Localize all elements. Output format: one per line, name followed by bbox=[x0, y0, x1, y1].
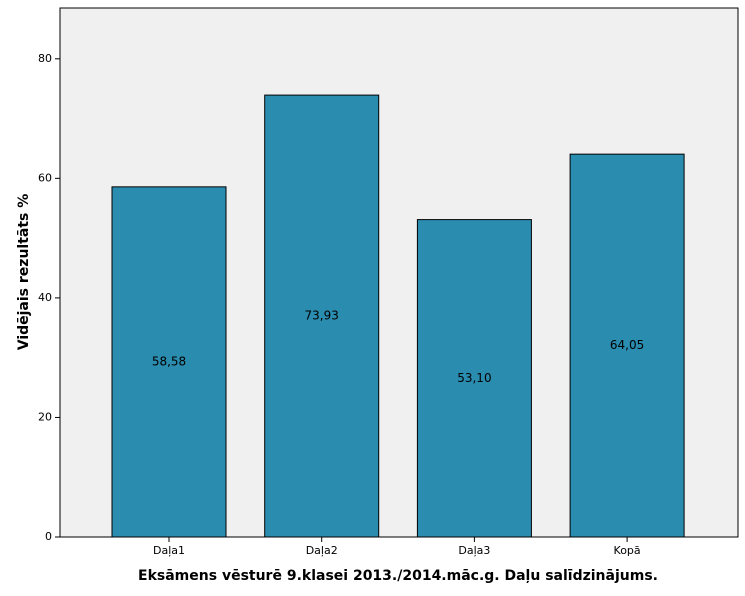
y-tick-label: 80 bbox=[38, 52, 52, 65]
x-tick-label: Daļa1 bbox=[153, 544, 185, 557]
bar bbox=[569, 153, 685, 538]
y-tick-label: 40 bbox=[38, 291, 52, 304]
value-label: 64,05 bbox=[610, 338, 644, 352]
y-tick-label: 60 bbox=[38, 171, 52, 184]
x-tick-label: Kopā bbox=[614, 544, 641, 557]
bar bbox=[416, 219, 532, 538]
y-tick-label: 20 bbox=[38, 410, 52, 423]
bar bbox=[264, 94, 380, 538]
x-tick-label: Daļa2 bbox=[306, 544, 338, 557]
value-label: 53,10 bbox=[457, 371, 491, 385]
y-axis-title: Vidējais rezultāts % bbox=[16, 194, 32, 351]
x-axis-title: Eksāmens vēsturē 9.klasei 2013./2014.māc… bbox=[138, 568, 658, 584]
bar bbox=[111, 186, 227, 538]
value-label: 73,93 bbox=[305, 309, 339, 323]
value-label: 58,58 bbox=[152, 354, 186, 368]
x-tick-label: Daļa3 bbox=[458, 544, 490, 557]
y-tick-label: 0 bbox=[45, 530, 52, 543]
